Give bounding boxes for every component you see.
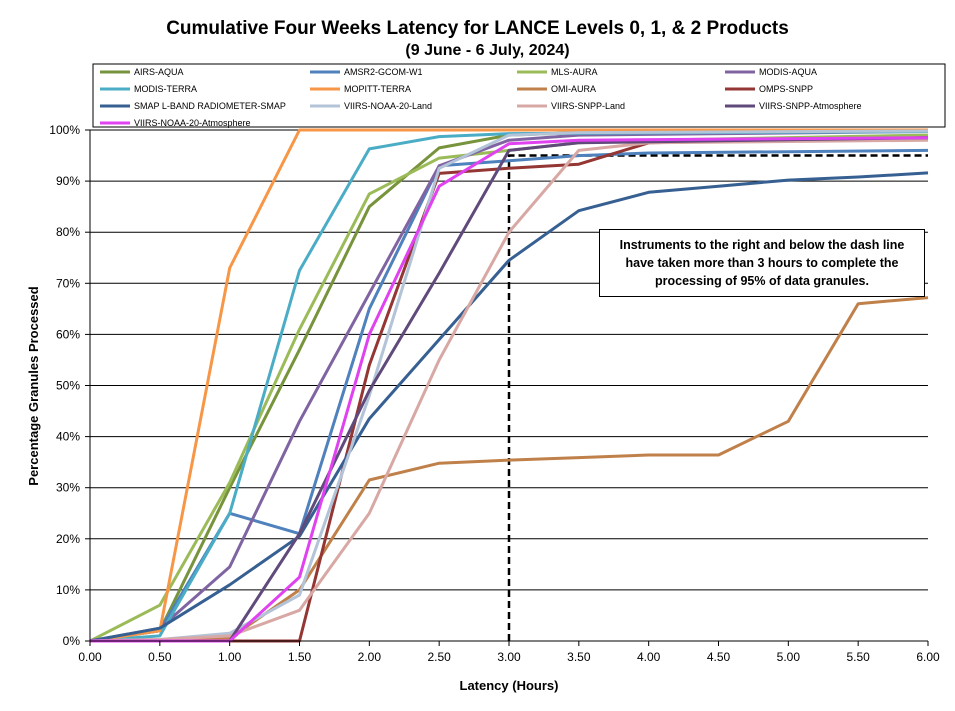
series-lines bbox=[89, 128, 929, 643]
legend-entry: MODIS-AQUA bbox=[759, 67, 817, 77]
x-tick-label: 0.50 bbox=[148, 650, 172, 664]
series-line bbox=[89, 130, 929, 643]
y-tick-label: 60% bbox=[56, 327, 80, 341]
series-line bbox=[90, 136, 929, 643]
legend-entry: VIIRS-NOAA-20-Land bbox=[344, 101, 432, 111]
x-tick-label: 3.00 bbox=[497, 650, 521, 664]
series-line bbox=[89, 130, 929, 643]
legend: AIRS-AQUA AMSR2-GCOM-W1 MLS-AURA MODIS-AQUA… bbox=[92, 63, 946, 128]
x-tick-label: 2.00 bbox=[358, 650, 382, 664]
legend-entry: VIIRS-SNPP-Land bbox=[551, 101, 625, 111]
x-tick-label: 2.50 bbox=[427, 650, 451, 664]
axes: 0% 10% 20% 30% 40% 50% 60% 70% 80% 90% 100% 0.00 0.5… bbox=[49, 123, 940, 664]
series-line bbox=[89, 128, 928, 643]
y-tick-label: 40% bbox=[56, 430, 80, 444]
y-tick-label: 20% bbox=[56, 532, 80, 546]
legend-entry: OMPS-SNPP bbox=[759, 84, 813, 94]
x-tick-label: 1.50 bbox=[288, 650, 312, 664]
y-tick-label: 30% bbox=[56, 481, 80, 495]
x-tick-label: 5.00 bbox=[777, 650, 801, 664]
x-tick-label: 1.00 bbox=[218, 650, 242, 664]
y-tick-label: 80% bbox=[56, 225, 80, 239]
x-tick-label: 3.50 bbox=[567, 650, 591, 664]
y-tick-label: 10% bbox=[56, 583, 80, 597]
threshold-line bbox=[507, 154, 928, 641]
chart-title: Cumulative Four Weeks Latency for LANCE … bbox=[166, 18, 789, 39]
series-line bbox=[89, 171, 929, 643]
y-tick-label: 50% bbox=[56, 379, 80, 393]
x-axis-label: Latency (Hours) bbox=[460, 678, 559, 693]
x-tick-label: 4.00 bbox=[637, 650, 661, 664]
series-line bbox=[90, 136, 929, 643]
legend-box bbox=[92, 63, 946, 128]
legend-entry: SMAP L-BAND RADIOMETER-SMAP bbox=[134, 101, 286, 111]
y-tick-label: 70% bbox=[56, 276, 80, 290]
annotation-box: Instruments to the right and below the d… bbox=[599, 229, 925, 297]
series-line bbox=[90, 136, 929, 643]
legend-entry: MOPITT-TERRA bbox=[344, 84, 411, 94]
x-tick-label: 0.00 bbox=[78, 650, 102, 664]
legend-entry: AMSR2-GCOM-W1 bbox=[344, 67, 423, 77]
legend-entry: MLS-AURA bbox=[551, 67, 598, 77]
y-tick-label: 100% bbox=[49, 123, 80, 137]
legend-entry: MODIS-TERRA bbox=[134, 84, 197, 94]
x-tick-label: 4.50 bbox=[707, 650, 731, 664]
y-tick-label: 0% bbox=[63, 634, 81, 648]
legend-entry: VIIRS-SNPP-Atmosphere bbox=[759, 101, 862, 111]
chart-subtitle: (9 June - 6 July, 2024) bbox=[405, 42, 570, 59]
x-tick-label: 6.00 bbox=[916, 650, 940, 664]
y-axis-label: Percentage Granules Processed bbox=[26, 286, 41, 485]
threshold-dash-line bbox=[507, 154, 928, 641]
x-tick-label: 5.50 bbox=[846, 650, 870, 664]
legend-entry: VIIRS-NOAA-20-Atmosphere bbox=[134, 118, 251, 128]
series-line bbox=[89, 138, 929, 643]
y-tick-label: 90% bbox=[56, 174, 80, 188]
legend-entry: AIRS-AQUA bbox=[134, 67, 184, 77]
legend-entry: OMI-AURA bbox=[551, 84, 596, 94]
